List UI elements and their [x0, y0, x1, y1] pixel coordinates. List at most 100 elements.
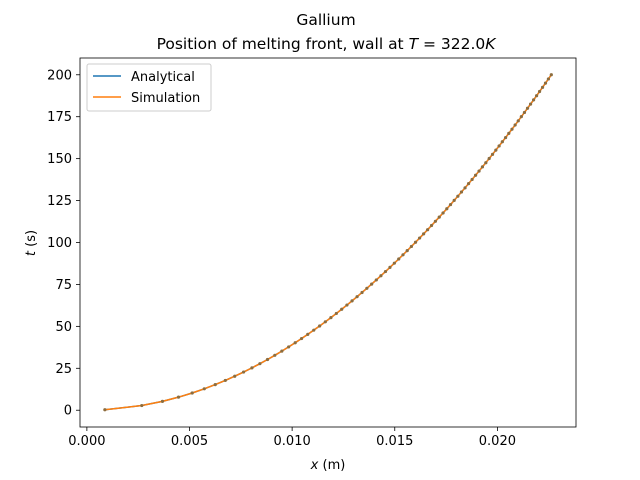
simulation-point: [433, 219, 438, 223]
simulation-point: [392, 261, 396, 265]
simulation-point: [448, 202, 453, 207]
x-tick-label: 0.015: [376, 434, 413, 449]
simulation-point: [160, 399, 165, 403]
simulation-point: [470, 177, 474, 182]
y-axis-label: t (s): [24, 230, 39, 256]
plot-area: [80, 58, 576, 427]
simulation-point: [503, 135, 508, 140]
x-axis-label: x (m): [310, 458, 346, 473]
legend-label-simulation: Simulation: [131, 91, 200, 106]
simulation-point: [543, 81, 548, 85]
simulation-point: [437, 215, 441, 219]
simulation-point: [531, 98, 536, 102]
simulation-point: [365, 286, 369, 290]
simulation-point: [487, 156, 491, 161]
x-tick-label: 0.020: [479, 434, 516, 449]
y-tick-label: 150: [47, 152, 72, 167]
simulation-point: [318, 324, 322, 328]
simulation-point: [202, 387, 206, 391]
simulation-point: [383, 269, 388, 274]
simulation-point: [500, 140, 504, 144]
simulation-point: [213, 383, 217, 387]
simulation-point: [477, 169, 481, 173]
simulation-point: [463, 186, 467, 190]
simulation-point: [466, 182, 471, 186]
simulation-point: [287, 345, 291, 349]
simulation-point: [280, 349, 284, 353]
simulation-point: [340, 307, 344, 311]
simulation-point: [223, 378, 227, 383]
simulation-point: [519, 115, 523, 119]
simulation-point: [299, 336, 304, 341]
simulation-point: [401, 253, 405, 257]
simulation-point: [397, 257, 401, 261]
simulation-point: [441, 211, 445, 215]
simulation-point: [540, 85, 545, 89]
simulation-point: [350, 299, 354, 303]
simulation-point: [497, 144, 501, 148]
simulation-point: [473, 173, 478, 177]
simulation-point: [379, 274, 383, 278]
simulation-point: [176, 395, 181, 399]
simulation-point: [306, 332, 310, 336]
simulation-point: [484, 161, 488, 165]
simulation-point: [241, 370, 246, 374]
simulation-point: [329, 316, 333, 320]
chart-subtitle: Position of melting front, wall at T = 3…: [157, 35, 498, 53]
series-layer: [103, 73, 553, 412]
simulation-point: [360, 290, 364, 295]
simulation-point: [534, 94, 539, 98]
x-tick-label: 0.010: [274, 434, 311, 449]
x-tick-label: 0.005: [171, 434, 208, 449]
simulation-point: [459, 190, 464, 194]
simulation-point: [190, 391, 194, 395]
y-tick-label: 200: [47, 68, 72, 83]
y-tick-label: 50: [55, 320, 72, 335]
simulation-point: [522, 110, 527, 115]
simulation-point: [422, 232, 426, 236]
simulation-point: [510, 127, 514, 131]
simulation-point: [293, 341, 297, 345]
y-tick-label: 125: [47, 194, 72, 209]
legend-label-analytical: Analytical: [131, 70, 195, 85]
simulation-point: [334, 311, 338, 316]
simulation-point: [405, 249, 409, 253]
simulation-point: [355, 295, 359, 299]
simulation-point: [233, 374, 237, 378]
plot-frame: [79, 57, 577, 428]
simulation-point: [103, 408, 107, 412]
simulation-point: [426, 228, 430, 232]
simulation-point: [507, 131, 511, 135]
simulation-point: [429, 223, 434, 228]
simulation-point: [452, 198, 456, 202]
simulation-point: [374, 278, 378, 282]
y-tick-label: 175: [47, 110, 72, 125]
y-tick-label: 100: [47, 236, 72, 251]
x-tick-label: 0.000: [68, 434, 105, 449]
simulation-point: [273, 353, 277, 357]
simulation-point: [445, 207, 449, 211]
chart-title: Gallium: [296, 11, 355, 29]
simulation-point: [323, 320, 327, 324]
simulation-point: [250, 366, 254, 370]
simulation-point: [525, 106, 530, 110]
simulation-point: [409, 244, 414, 249]
legend: Analytical Simulation: [86, 63, 212, 112]
simulation-point: [546, 77, 551, 81]
simulation-point: [480, 165, 485, 169]
simulation-point: [456, 194, 460, 198]
simulation-point: [494, 148, 498, 152]
simulation-point: [370, 282, 374, 286]
simulation-point: [418, 236, 422, 240]
simulation-point: [265, 357, 270, 362]
y-tick-label: 25: [55, 362, 72, 377]
y-tick-label: 75: [55, 278, 72, 293]
simulation-point: [537, 89, 542, 94]
simulation-point: [528, 102, 533, 106]
simulation-point: [258, 362, 262, 366]
plot-background: [80, 58, 576, 427]
simulation-point: [388, 265, 392, 269]
y-tick-label: 0: [64, 404, 72, 419]
simulation-point: [549, 73, 553, 77]
